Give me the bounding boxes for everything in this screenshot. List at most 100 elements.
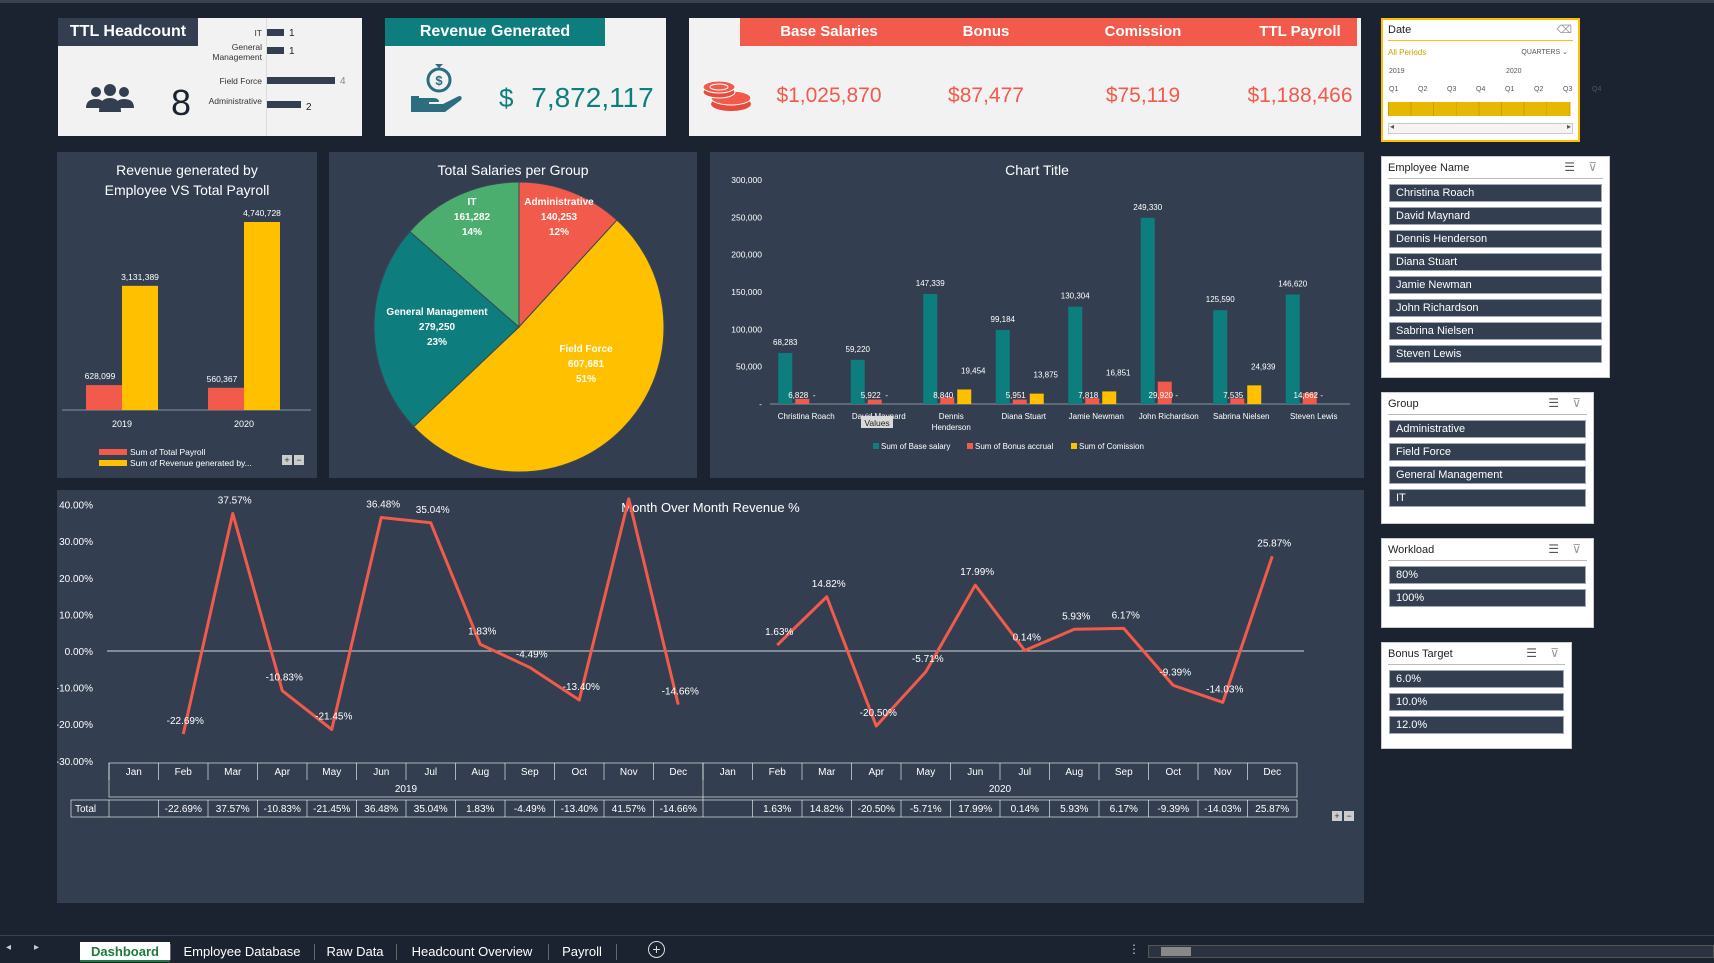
slicer-item[interactable]: Diana Stuart [1389, 253, 1602, 271]
slicer-item[interactable]: John Richardson [1389, 299, 1602, 317]
slicer-divider [1388, 414, 1587, 415]
slicer-item[interactable]: 6.0% [1389, 670, 1564, 688]
more-options-icon[interactable]: ⋮ [1128, 942, 1140, 956]
slicer-item[interactable]: Jamie Newman [1389, 276, 1602, 294]
data-label: -14.66% [662, 687, 699, 698]
date-timeline[interactable]: Date ⌫ All Periods QUARTERS ⌄ 2019 2020 Q… [1381, 18, 1601, 142]
add-sheet-icon[interactable]: + [648, 941, 665, 958]
data-label: 13,875 [1034, 371, 1059, 380]
clear-filter-icon[interactable]: ⊽ [1572, 396, 1581, 410]
category-label: Diana Stuart [1002, 412, 1047, 421]
employee-name-slicer[interactable]: Employee Name ☰ ⊽ Christina Roach David Mayn… [1381, 156, 1610, 378]
data-label: 628,099 [85, 371, 116, 381]
scrollbar-thumb[interactable] [1161, 947, 1191, 956]
prev-sheet-icon[interactable]: ◂ [6, 942, 12, 953]
legend-swatch [967, 443, 973, 449]
multi-select-icon[interactable]: ☰ [1548, 396, 1559, 410]
workload-slicer[interactable]: Workload ☰ ⊽ 80% 100% [1381, 538, 1594, 628]
tab-raw-data[interactable]: Raw Data [326, 944, 384, 959]
timeline-quarter[interactable]: Q4 [1476, 86, 1486, 93]
data-label: 1.63% [765, 627, 793, 638]
slicer-item[interactable]: Field Force [1389, 443, 1586, 461]
group-bar [267, 47, 284, 54]
month-label: Nov [1214, 767, 1232, 778]
plus-icon: + [1334, 811, 1339, 821]
slice-pct: 14% [462, 227, 482, 238]
tab-headcount-overview[interactable]: Headcount Overview [411, 944, 533, 959]
legend-swatch [99, 460, 127, 466]
group-slicer[interactable]: Group ☰ ⊽ Administrative Field Force General … [1381, 392, 1594, 524]
category-label: Steven Lewis [1290, 412, 1338, 421]
payroll-card: Base Salaries $1,025,870 Bonus $87,477 Comis… [689, 18, 1361, 136]
collapse-button [1344, 811, 1354, 821]
bar-sum-of-base-salary [778, 353, 793, 404]
slice-label: Field Force 607,681 51% [559, 344, 613, 385]
data-label: -9.39% [1159, 667, 1191, 678]
group-label: General Management [212, 42, 262, 62]
timeline-bar[interactable] [1388, 102, 1571, 116]
slice-pct: 51% [576, 374, 596, 385]
clear-filter-icon[interactable]: ⌫ [1556, 24, 1572, 36]
timeline-quarter[interactable]: Q1 [1505, 86, 1515, 93]
clear-filter-icon[interactable]: ⊽ [1588, 160, 1597, 174]
category-label: Jamie Newman [1069, 412, 1124, 421]
multi-select-icon[interactable]: ☰ [1564, 160, 1575, 174]
timeline-quarter[interactable]: Q3 [1447, 86, 1457, 93]
salaries-per-group-panel: Total Salaries per Group Administrative 1… [329, 152, 697, 478]
timeline-quarter[interactable]: Q3 [1563, 86, 1573, 93]
data-label: 6,828 [788, 391, 809, 400]
timeline-year: 2019 [1389, 68, 1405, 75]
slicer-item[interactable]: Steven Lewis [1389, 345, 1602, 363]
clear-filter-icon[interactable]: ⊽ [1550, 646, 1559, 660]
slice-label: General Management 279,250 23% [386, 307, 488, 348]
data-label: 6.17% [1112, 610, 1140, 621]
scroll-right-icon[interactable]: ▸ [1566, 122, 1571, 131]
slicer-item[interactable]: IT [1389, 489, 1586, 507]
bar-sum-of-bonus-accrual [795, 398, 810, 404]
data-label: 7,535 [1223, 391, 1244, 400]
timeline-quarter[interactable]: Q2 [1534, 86, 1544, 93]
slicer-item[interactable]: Sabrina Nielsen [1389, 322, 1602, 340]
slicer-item[interactable]: Dennis Henderson [1389, 230, 1602, 248]
revenue-line [181, 497, 1274, 735]
tab-dashboard[interactable]: Dashboard [80, 942, 170, 962]
mom-revenue-panel: Month Over Month Revenue % 50.00%40.00%3… [57, 490, 1364, 903]
slicer-item[interactable]: 10.0% [1389, 693, 1564, 711]
slicer-item[interactable]: 12.0% [1389, 716, 1564, 734]
slicer-item[interactable]: Administrative [1389, 420, 1586, 438]
slicer-item[interactable]: General Management [1389, 466, 1586, 484]
timeline-quarter[interactable]: Q2 [1418, 86, 1428, 93]
slicer-item[interactable]: 80% [1389, 566, 1586, 584]
tab-payroll[interactable]: Payroll [562, 944, 602, 959]
bar-sum-of-bonus-accrual [940, 397, 955, 404]
horizontal-scrollbar[interactable] [1148, 945, 1714, 958]
multi-select-icon[interactable]: ☰ [1548, 542, 1559, 556]
bonus-target-slicer[interactable]: Bonus Target ☰ ⊽ 6.0% 10.0% 12.0% [1381, 642, 1572, 749]
data-label: -5.71% [912, 654, 944, 665]
slicer-item[interactable]: 100% [1389, 589, 1586, 607]
timeline-quarter[interactable]: Q4 [1592, 86, 1602, 93]
total-cell: 0.14% [1011, 804, 1039, 815]
slicer-title: Group [1388, 398, 1419, 410]
y-tick-label: 40.00% [59, 501, 93, 512]
slice-name: General Management [386, 307, 488, 318]
month-label: Apr [868, 767, 884, 778]
payroll-header [740, 18, 1357, 46]
next-sheet-icon[interactable]: ▸ [34, 942, 40, 953]
bar-sum-of-total-payroll [208, 387, 244, 410]
scroll-left-icon[interactable]: ◂ [1390, 122, 1395, 131]
month-label: Feb [175, 767, 193, 778]
multi-select-icon[interactable]: ☰ [1526, 646, 1537, 660]
data-label: 3,131,389 [121, 272, 159, 282]
slicer-item[interactable]: Christina Roach [1389, 184, 1602, 202]
clear-filter-icon[interactable]: ⊽ [1572, 542, 1581, 556]
month-label: May [916, 767, 935, 778]
tab-employee-database[interactable]: Employee Database [183, 944, 301, 959]
collapse-button [294, 455, 304, 465]
timeline-quarter[interactable]: Q1 [1389, 86, 1399, 93]
timeline-scrollbar[interactable]: ◂ ▸ [1388, 122, 1573, 134]
timeline-level-dropdown[interactable]: QUARTERS ⌄ [1521, 48, 1568, 56]
slicer-item[interactable]: David Maynard [1389, 207, 1602, 225]
legend-swatch [1071, 443, 1077, 449]
data-label: 5.93% [1062, 611, 1090, 622]
